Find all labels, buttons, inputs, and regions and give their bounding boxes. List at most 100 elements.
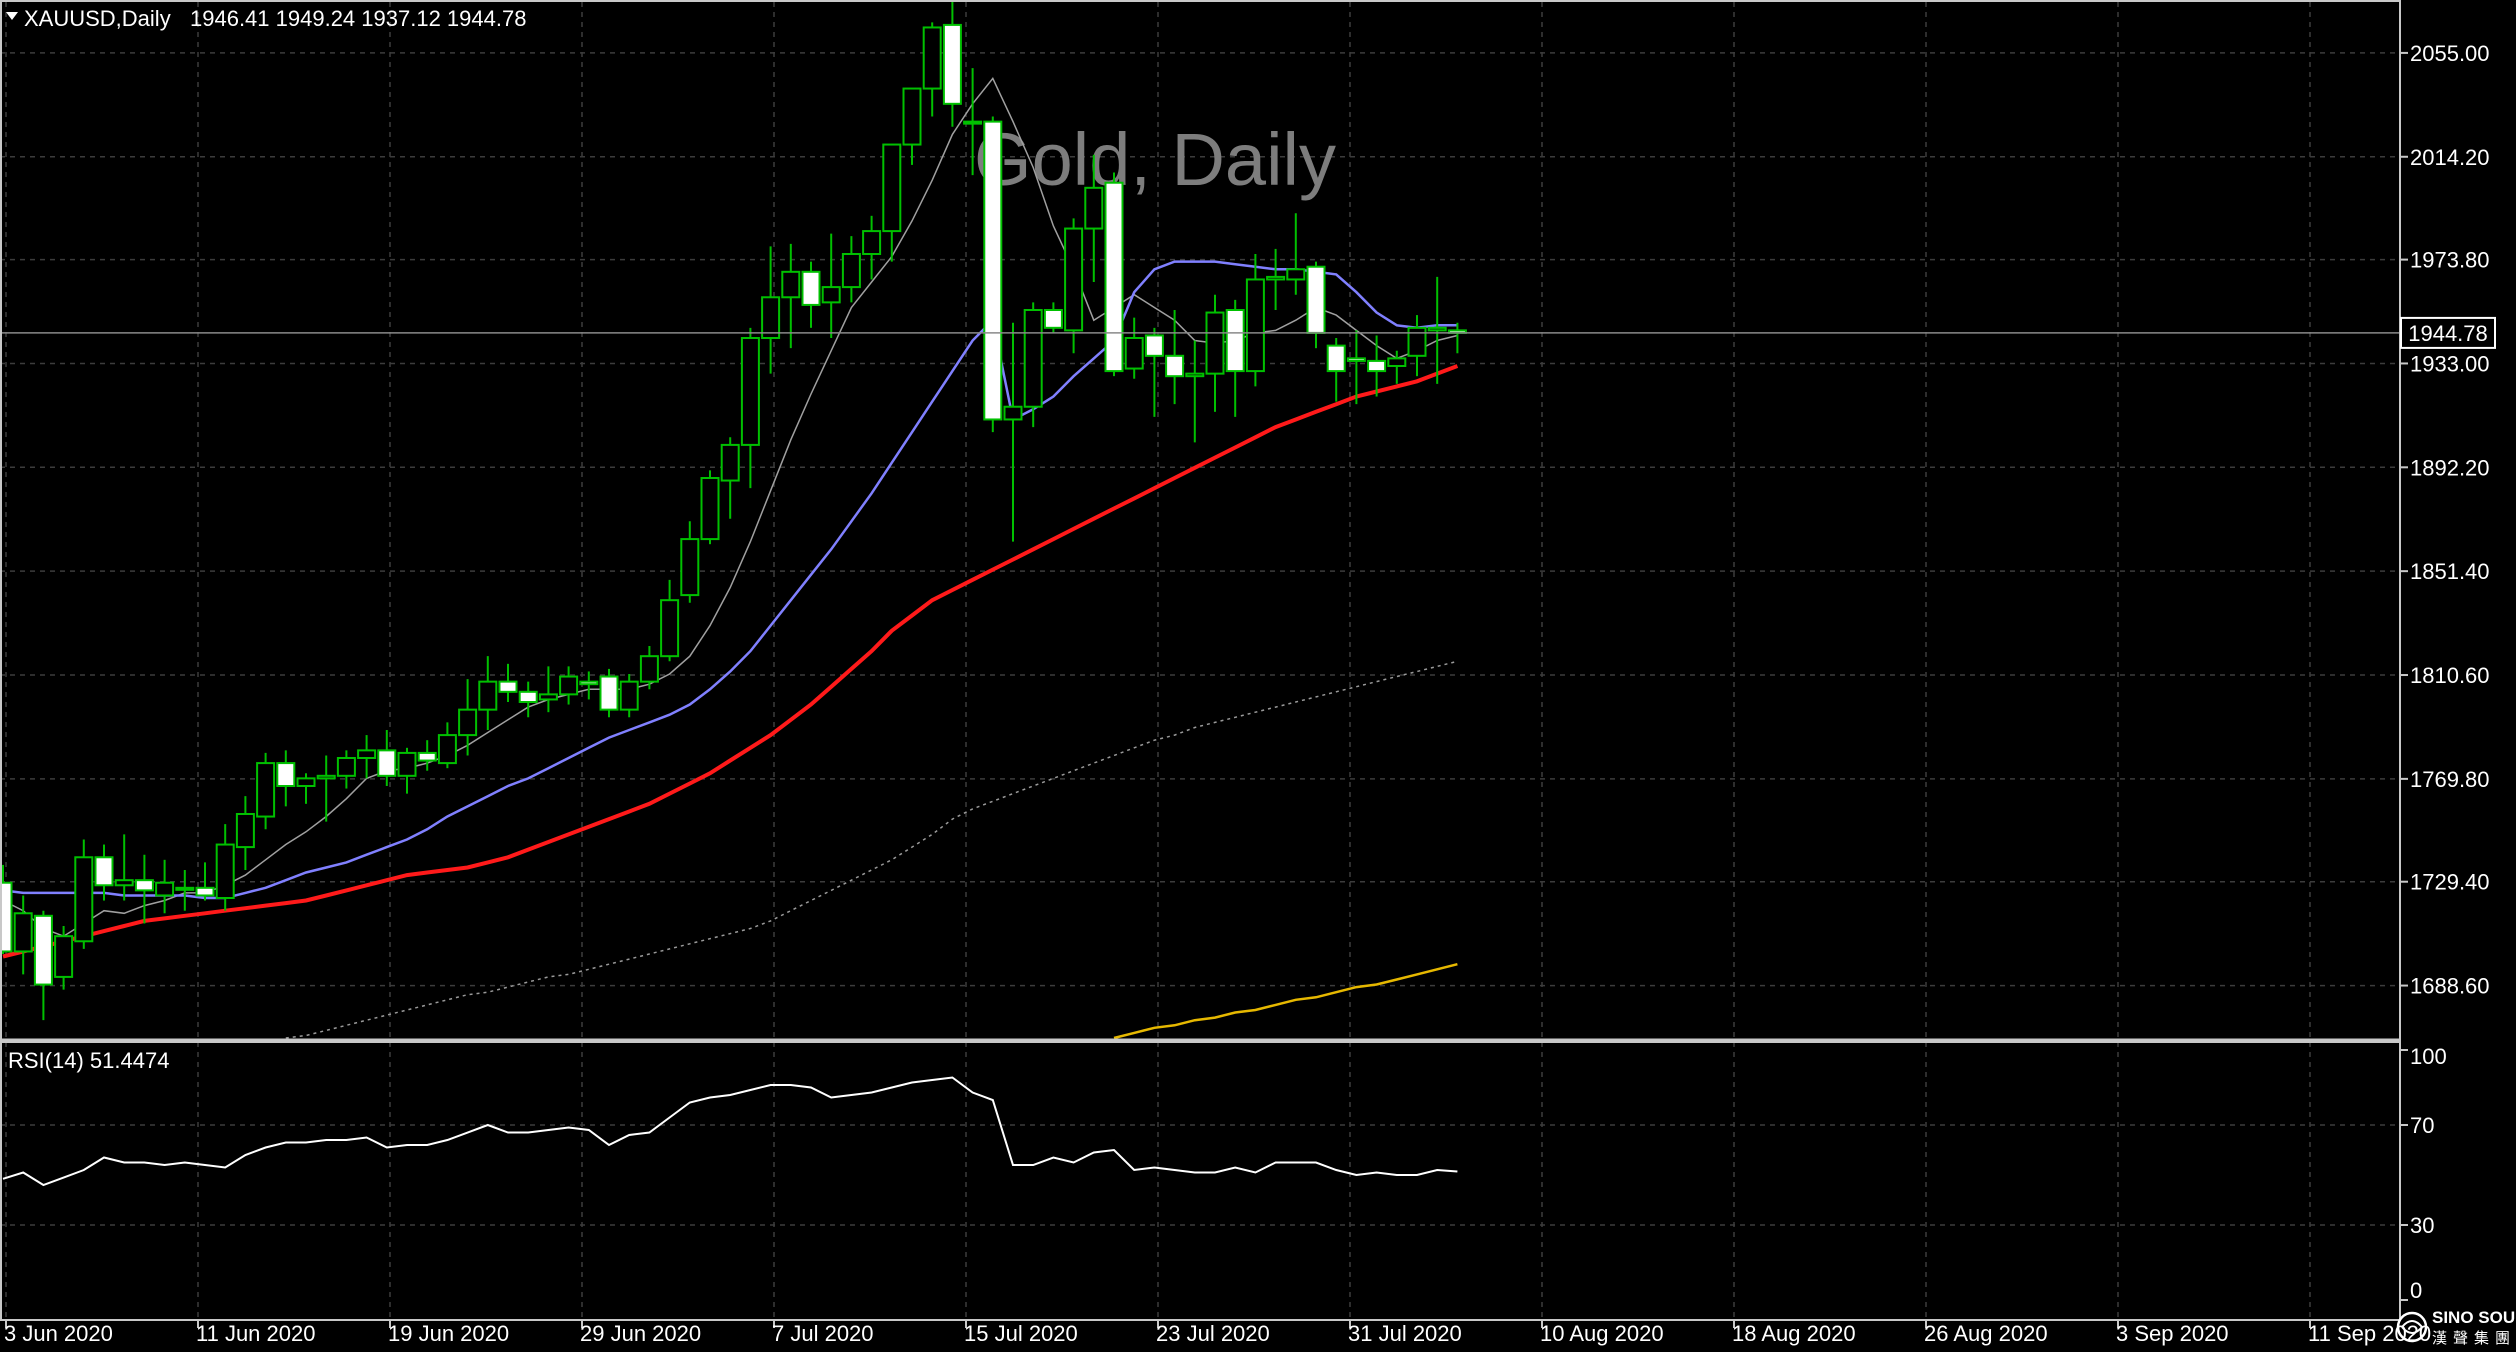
candle-body-bull (680, 538, 700, 597)
candle-body-bull (841, 253, 861, 289)
candle-body-bear (1165, 354, 1185, 378)
candle (498, 663, 518, 702)
price-tick-label: 1769.80 (2410, 767, 2490, 792)
price-axis[interactable]: 2055.00 2014.20 1973.80 1933.00 1892.20 1851.… (2400, 41, 2490, 999)
candle-body-bull (256, 762, 276, 818)
candle-body-bull (821, 286, 841, 304)
candle-body-bear (195, 886, 215, 897)
candle (862, 215, 882, 280)
candle (922, 22, 942, 117)
candle (155, 859, 175, 914)
candle (1043, 302, 1063, 333)
candle-body-bull (1407, 326, 1427, 357)
candle (963, 68, 983, 176)
candle (316, 755, 336, 822)
candle-body-bull (660, 599, 680, 658)
candle-body-bear (801, 270, 821, 306)
candle (0, 864, 13, 954)
candle-body-bear (1367, 359, 1387, 373)
candle (1023, 302, 1043, 428)
candle (942, 2, 962, 127)
candle (700, 470, 720, 545)
candle (13, 895, 33, 975)
candle-body-bull (1387, 357, 1407, 368)
logo-text: SINO SOUND (2432, 1308, 2516, 1327)
candle-body-bull (559, 675, 579, 696)
candle-body-bull (1124, 337, 1144, 370)
price-tick-label: 1688.60 (2410, 974, 2490, 999)
rsi-tick-label: 30 (2410, 1213, 2434, 1238)
candle-body-bull (740, 337, 760, 446)
rsi-tick-label: 0 (2410, 1278, 2422, 1303)
candle (518, 681, 538, 718)
candle-body-bull (114, 879, 134, 887)
time-tick-label: 31 Jul 2020 (1348, 1321, 1462, 1346)
candle (660, 579, 680, 662)
candle-body-bull (215, 843, 235, 900)
price-tick-label: 2014.20 (2410, 145, 2490, 170)
ma-line-long (285, 660, 1458, 1039)
dropdown-triangle-icon[interactable] (6, 12, 18, 20)
time-tick-label: 11 Jun 2020 (196, 1321, 315, 1346)
candle-body-bear (1104, 181, 1124, 373)
time-tick-label: 23 Jul 2020 (1156, 1321, 1270, 1346)
candle-body-bull (1205, 311, 1225, 375)
candle (336, 750, 356, 789)
candle (882, 143, 902, 262)
candle-body-bull (1266, 275, 1286, 281)
candle (1346, 330, 1366, 405)
candlestick-series (0, 2, 1467, 1021)
logo-swirl-icon (2401, 1320, 2424, 1334)
symbol-label: XAUUSD,Daily (24, 6, 171, 31)
time-tick-label: 10 Aug 2020 (1540, 1321, 1664, 1346)
candle-body-bull (13, 912, 33, 953)
candle (579, 671, 599, 700)
candle-body-bear (1306, 265, 1326, 334)
rsi-grid (0, 1124, 2400, 1226)
candle-body-bull (639, 655, 659, 683)
candle (1144, 327, 1164, 417)
candle (1266, 248, 1286, 310)
candle-body-bull (700, 477, 720, 541)
candle-body-bull (357, 749, 377, 760)
candle-body-bear (1225, 309, 1245, 373)
candle-body-bull (1023, 309, 1043, 408)
chart-watermark: Gold, Daily (974, 118, 1336, 201)
candle (417, 740, 437, 771)
candle-body-bear (417, 751, 437, 762)
price-tick-label: 1729.40 (2410, 870, 2490, 895)
candle-body-bull (963, 120, 983, 125)
candle-body-bull (74, 856, 94, 943)
candle-body-bull (1427, 326, 1447, 332)
candle-body-bull (235, 813, 255, 849)
logo-emblem-icon (2396, 1311, 2428, 1343)
candle (559, 666, 579, 705)
symbol-header[interactable]: XAUUSD,Daily 1946.41 1949.24 1937.12 194… (6, 6, 526, 31)
candle (680, 521, 700, 603)
candle (478, 656, 498, 730)
candle-body-bull (1003, 405, 1023, 421)
candle (1427, 276, 1447, 384)
candle (1326, 338, 1346, 402)
current-price-label: 1944.78 (2408, 321, 2488, 346)
candle (54, 926, 74, 990)
candle (235, 796, 255, 870)
candle-body-bull (882, 143, 902, 233)
candle (740, 327, 760, 489)
candle-body-bear (377, 749, 397, 777)
current-price-marker: 1944.78 (2400, 316, 2496, 349)
candle (1367, 335, 1387, 397)
time-tick-label: 3 Jun 2020 (4, 1321, 113, 1346)
candle-body-bull (862, 230, 882, 256)
candle (256, 752, 276, 830)
price-tick-label: 1810.60 (2410, 663, 2490, 688)
candle-body-bull (54, 935, 74, 978)
candle (1387, 350, 1407, 384)
candle-body-bull (1245, 278, 1265, 373)
sino-sound-logo: SINO SOUND 漢聲集團 (2396, 1308, 2516, 1347)
candle (1245, 254, 1265, 387)
time-axis[interactable]: 3 Jun 2020 11 Jun 2020 19 Jun 2020 29 Jun 2… (4, 1320, 2431, 1346)
candle-body-bear (33, 914, 53, 986)
candle-body-bear (498, 680, 518, 693)
